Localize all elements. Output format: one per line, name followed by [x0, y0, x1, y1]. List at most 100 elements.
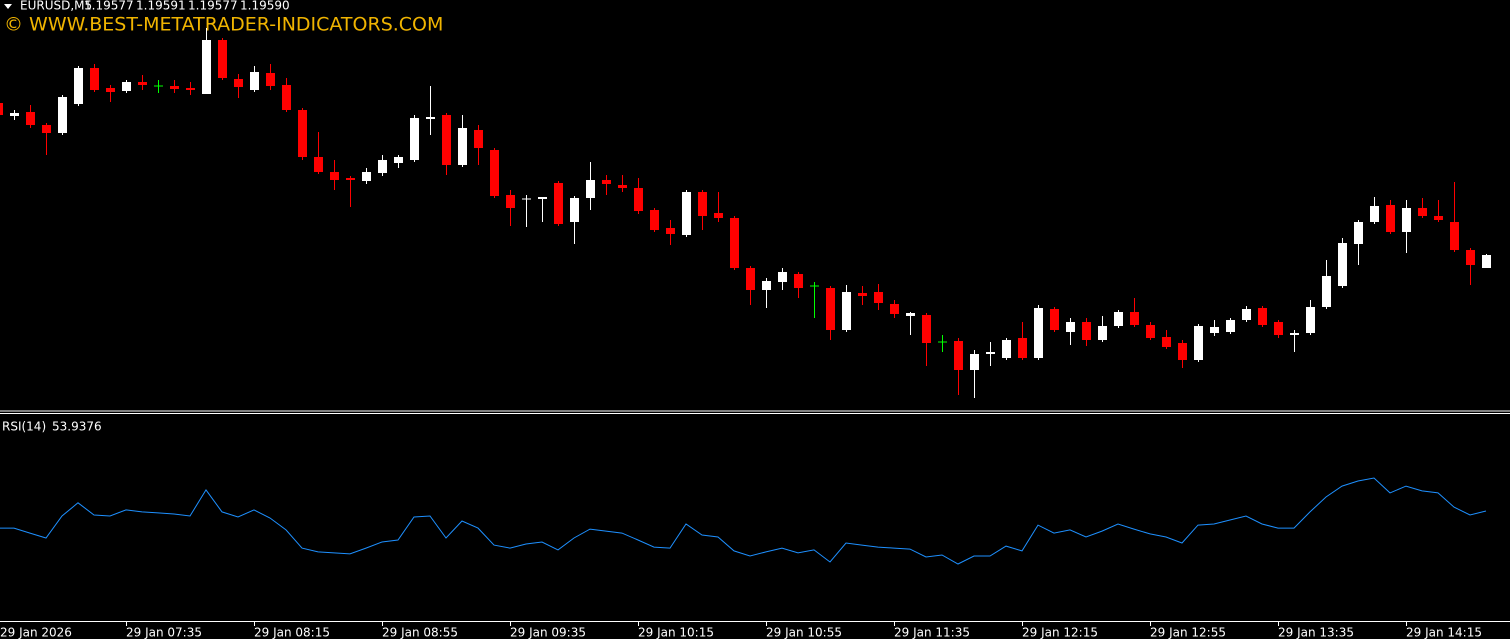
candle-body: [58, 97, 67, 133]
candle-body: [1482, 255, 1491, 268]
time-label: 29 Jan 10:15: [638, 626, 714, 639]
time-label: 29 Jan 09:35: [510, 626, 586, 639]
time-label: 29 Jan 2026: [0, 626, 72, 639]
candle-body: [730, 218, 739, 268]
watermark: © WWW.BEST-METATRADER-INDICATORS.COM: [4, 14, 443, 36]
rsi-line: [0, 477, 1487, 565]
candle-body: [474, 130, 483, 148]
candle-body: [1178, 343, 1187, 360]
candle-body: [314, 157, 323, 172]
candle-body: [1066, 322, 1075, 332]
candle-body: [266, 73, 275, 86]
candle-body: [1322, 276, 1331, 307]
menu-triangle: [4, 4, 12, 9]
time-label: 29 Jan 12:55: [1150, 626, 1226, 639]
rsi-value: 53.9376: [52, 420, 102, 434]
candle-body: [586, 180, 595, 198]
candle-body: [0, 103, 3, 115]
candle-body: [1034, 308, 1043, 358]
candle-body: [714, 213, 723, 218]
time-label: 29 Jan 08:55: [382, 626, 458, 639]
candle-body: [538, 197, 547, 199]
candle-body: [1402, 208, 1411, 232]
candle-body: [250, 72, 259, 90]
candle-body: [122, 82, 131, 91]
candle-body: [698, 192, 707, 216]
candle-body: [1306, 307, 1315, 333]
candle-body: [410, 118, 419, 160]
candle-body: [842, 292, 851, 330]
time-label: 29 Jan 10:55: [766, 626, 842, 639]
candle-body: [554, 183, 563, 224]
candle-body: [922, 315, 931, 343]
time-label: 29 Jan 07:35: [126, 626, 202, 639]
candle-body: [906, 313, 915, 316]
candle-body: [170, 86, 179, 89]
candle-body: [1050, 309, 1059, 330]
candle-body: [1162, 337, 1171, 347]
candle-body: [394, 157, 403, 163]
candle-body: [1114, 312, 1123, 326]
candle-body: [138, 82, 147, 85]
candle-body: [858, 293, 867, 296]
candle-body: [426, 117, 435, 119]
candle-body: [458, 128, 467, 165]
candle-body: [762, 281, 771, 290]
candle-body: [1130, 312, 1139, 325]
candle-body: [746, 268, 755, 290]
candle-body: [1018, 338, 1027, 358]
candle-body: [1002, 340, 1011, 358]
candle-body: [794, 274, 803, 288]
candle-body: [570, 198, 579, 222]
ohlc-info: 1.19577: [188, 0, 238, 13]
time-label: 29 Jan 08:15: [254, 626, 330, 639]
candle-body: [186, 88, 195, 90]
candle-body: [1290, 333, 1299, 335]
candle-body: [618, 185, 627, 188]
time-label: 29 Jan 13:35: [1278, 626, 1354, 639]
time-label: 29 Jan 12:15: [1022, 626, 1098, 639]
candle-body: [202, 40, 211, 94]
candle-body: [298, 110, 307, 157]
candle-body: [954, 341, 963, 370]
candle-body: [1418, 208, 1427, 216]
time-label: 29 Jan 11:35: [894, 626, 970, 639]
candle-body: [682, 192, 691, 235]
candle-body: [1450, 222, 1459, 250]
candle-body: [506, 195, 515, 208]
ohlc-info: 1.19591: [136, 0, 186, 13]
candle-body: [650, 210, 659, 230]
candle-body: [234, 79, 243, 87]
candle-body: [1354, 222, 1363, 244]
candle-body: [666, 228, 675, 234]
candle-body: [346, 178, 355, 180]
time-label: 29 Jan 14:15: [1406, 626, 1482, 639]
candle-body: [282, 85, 291, 110]
candle-body: [26, 112, 35, 125]
candle-body: [1082, 322, 1091, 340]
candle-body: [218, 40, 227, 78]
candle-body: [10, 113, 19, 116]
candle-body: [890, 304, 899, 314]
candle-body: [778, 272, 787, 282]
candle-body: [1338, 243, 1347, 286]
candle-body: [1098, 326, 1107, 340]
candle-body: [970, 354, 979, 370]
candle-body: [1466, 250, 1475, 265]
candle-body: [74, 68, 83, 104]
candle-body: [42, 125, 51, 133]
candle-body: [490, 150, 499, 196]
candle-body: [362, 172, 371, 181]
candle-body: [1194, 326, 1203, 360]
candle-body: [1210, 327, 1219, 333]
ohlc-info: 1.19577: [84, 0, 134, 13]
candle-body: [1274, 322, 1283, 335]
candle-body: [1146, 325, 1155, 338]
candle-body: [986, 352, 995, 354]
candle-body: [106, 88, 115, 92]
ohlc-info: 1.19590: [240, 0, 290, 13]
candle-body: [330, 172, 339, 180]
